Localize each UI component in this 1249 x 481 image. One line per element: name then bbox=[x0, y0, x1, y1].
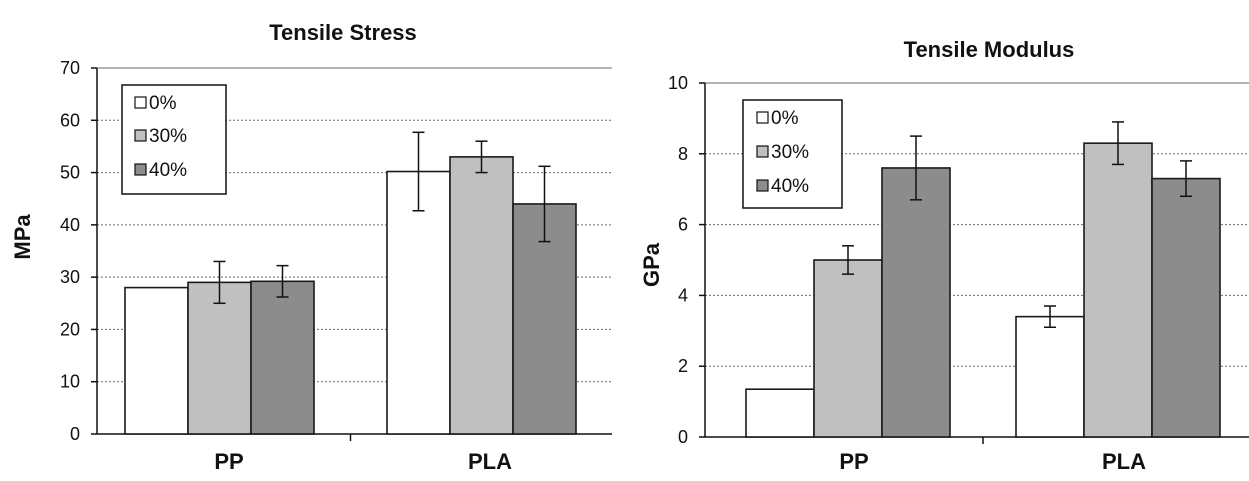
legend-label-modulus-40pct: 40% bbox=[771, 176, 809, 197]
y-tick-label-modulus-4: 4 bbox=[678, 285, 688, 305]
y-tick-label-modulus-6: 6 bbox=[678, 215, 688, 235]
bar-stress-pla-0pct bbox=[386, 170, 451, 435]
category-label-pp-stress: PP bbox=[214, 449, 243, 474]
chart-marks: 0 10 20 30 40 50 60 70 0% 30% 40% 0 2 4 6 8 10 0% 30% 40% bbox=[60, 58, 1249, 447]
chart-title-tensile-stress: Tensile Stress bbox=[269, 20, 417, 45]
y-tick-label-stress-60: 60 bbox=[60, 110, 80, 130]
bar-modulus-pla-0pct bbox=[1015, 315, 1085, 438]
category-label-pla-modulus: PLA bbox=[1102, 449, 1146, 474]
legend-swatch-modulus-30pct bbox=[756, 145, 769, 158]
y-tick-label-stress-70: 70 bbox=[60, 58, 80, 78]
category-label-pla-stress: PLA bbox=[468, 449, 512, 474]
legend-swatch-stress-30pct bbox=[134, 129, 147, 142]
y-tick-label-stress-30: 30 bbox=[60, 267, 80, 287]
legend-swatch-stress-0pct bbox=[134, 96, 147, 109]
y-tick-label-modulus-8: 8 bbox=[678, 144, 688, 164]
bar-stress-pp-0pct bbox=[124, 286, 189, 435]
legend-label-stress-40pct: 40% bbox=[149, 160, 187, 181]
chart-title-tensile-modulus: Tensile Modulus bbox=[904, 37, 1075, 62]
y-axis-label-mpa: MPa bbox=[10, 214, 35, 260]
legend-swatch-modulus-0pct bbox=[756, 111, 769, 124]
y-tick-label-stress-10: 10 bbox=[60, 372, 80, 392]
bar-modulus-pp-40pct bbox=[881, 167, 951, 438]
bar-modulus-pla-40pct bbox=[1151, 177, 1221, 438]
y-axis-label-gpa: GPa bbox=[639, 242, 664, 287]
bar-stress-pp-30pct bbox=[187, 281, 252, 435]
y-tick-label-modulus-2: 2 bbox=[678, 356, 688, 376]
legend-label-stress-0pct: 0% bbox=[149, 93, 177, 114]
bar-modulus-pla-30pct bbox=[1083, 142, 1153, 438]
y-tick-label-modulus-10: 10 bbox=[668, 73, 688, 93]
bar-stress-pla-30pct bbox=[449, 156, 514, 435]
y-tick-label-stress-0: 0 bbox=[70, 424, 80, 444]
legend-swatch-modulus-40pct bbox=[756, 179, 769, 192]
y-tick-label-stress-50: 50 bbox=[60, 163, 80, 183]
bar-stress-pp-40pct bbox=[250, 280, 315, 435]
bar-modulus-pp-0pct bbox=[745, 388, 815, 438]
y-tick-label-stress-40: 40 bbox=[60, 215, 80, 235]
legend-swatch-stress-40pct bbox=[134, 163, 147, 176]
bar-modulus-pp-30pct bbox=[813, 259, 883, 438]
y-tick-label-stress-20: 20 bbox=[60, 319, 80, 339]
legend-label-modulus-30pct: 30% bbox=[771, 142, 809, 163]
legend-label-stress-30pct: 30% bbox=[149, 126, 187, 147]
legend-label-modulus-0pct: 0% bbox=[771, 108, 799, 129]
y-tick-label-modulus-0: 0 bbox=[678, 427, 688, 447]
category-label-pp-modulus: PP bbox=[839, 449, 868, 474]
